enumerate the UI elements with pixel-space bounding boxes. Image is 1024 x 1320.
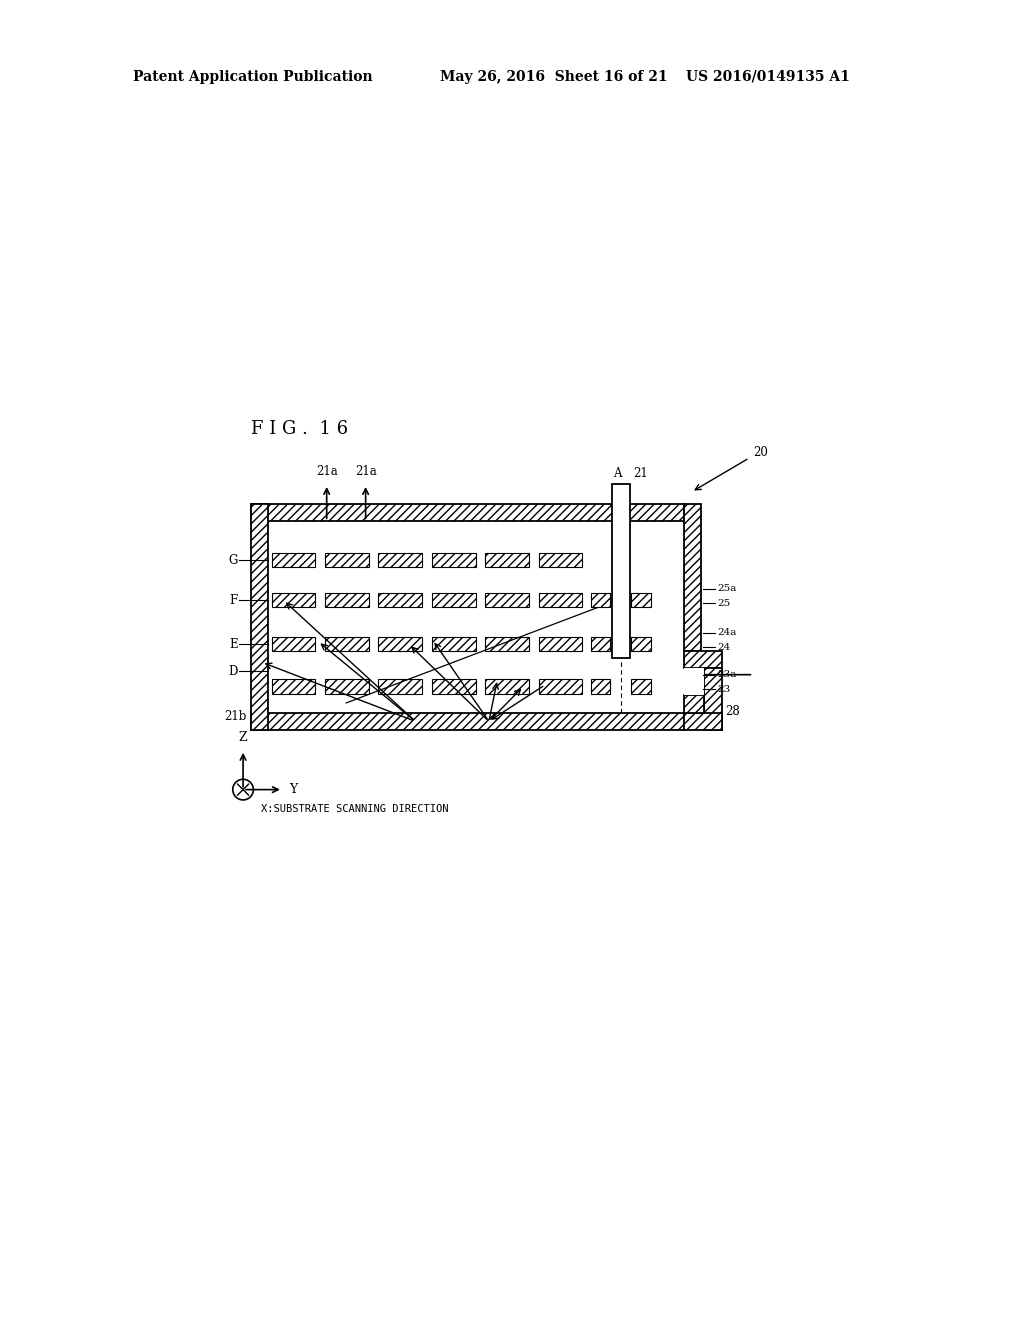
Text: May 26, 2016  Sheet 16 of 21: May 26, 2016 Sheet 16 of 21 bbox=[440, 70, 668, 83]
Bar bbox=[271, 593, 315, 607]
Text: 24: 24 bbox=[718, 643, 731, 652]
Bar bbox=[379, 638, 422, 652]
Text: 25: 25 bbox=[718, 599, 731, 607]
Bar bbox=[268, 521, 684, 713]
Bar bbox=[379, 553, 422, 568]
Bar bbox=[684, 668, 705, 696]
Text: 21: 21 bbox=[634, 467, 648, 480]
Bar bbox=[485, 638, 529, 652]
Bar bbox=[539, 638, 583, 652]
Bar bbox=[684, 651, 722, 668]
Bar bbox=[539, 553, 583, 568]
Text: 21a: 21a bbox=[354, 465, 377, 478]
Bar bbox=[432, 553, 475, 568]
Bar bbox=[325, 553, 369, 568]
Bar bbox=[684, 504, 701, 651]
Bar bbox=[591, 638, 610, 652]
Bar bbox=[251, 504, 268, 730]
Bar bbox=[325, 638, 369, 652]
Bar bbox=[379, 680, 422, 693]
Bar bbox=[379, 593, 422, 607]
Bar bbox=[485, 553, 529, 568]
Text: 24a: 24a bbox=[718, 628, 737, 638]
Bar bbox=[325, 593, 369, 607]
Text: Z: Z bbox=[239, 730, 248, 743]
Text: X:SUBSTRATE SCANNING DIRECTION: X:SUBSTRATE SCANNING DIRECTION bbox=[261, 804, 449, 814]
Bar bbox=[705, 668, 722, 730]
Bar bbox=[432, 680, 475, 693]
Text: G: G bbox=[228, 553, 238, 566]
Text: 21a: 21a bbox=[315, 465, 338, 478]
Text: Patent Application Publication: Patent Application Publication bbox=[133, 70, 373, 83]
Bar bbox=[612, 484, 630, 657]
Bar bbox=[251, 504, 684, 521]
Text: Y: Y bbox=[289, 783, 297, 796]
Text: D: D bbox=[228, 665, 238, 677]
Bar bbox=[432, 593, 475, 607]
Bar bbox=[631, 638, 651, 652]
Bar bbox=[591, 680, 610, 693]
Bar bbox=[684, 696, 705, 713]
Bar bbox=[539, 593, 583, 607]
Bar bbox=[631, 593, 651, 607]
Bar bbox=[631, 680, 651, 693]
Text: US 2016/0149135 A1: US 2016/0149135 A1 bbox=[686, 70, 850, 83]
Bar bbox=[271, 638, 315, 652]
Bar bbox=[684, 713, 722, 730]
Bar bbox=[325, 680, 369, 693]
Text: 28: 28 bbox=[726, 705, 740, 718]
Bar bbox=[485, 680, 529, 693]
Bar bbox=[251, 713, 684, 730]
Text: 21b: 21b bbox=[224, 710, 247, 723]
Text: A: A bbox=[612, 467, 622, 480]
Text: F I G .  1 6: F I G . 1 6 bbox=[251, 420, 348, 437]
Text: 25a: 25a bbox=[718, 585, 737, 594]
Bar bbox=[591, 593, 610, 607]
Bar bbox=[271, 680, 315, 693]
Text: F: F bbox=[229, 594, 238, 607]
Text: 20: 20 bbox=[754, 446, 768, 459]
Text: 23: 23 bbox=[718, 685, 731, 694]
Text: E: E bbox=[229, 638, 238, 651]
Bar bbox=[485, 593, 529, 607]
Bar bbox=[271, 553, 315, 568]
Bar bbox=[432, 638, 475, 652]
Bar bbox=[539, 680, 583, 693]
Text: 23a: 23a bbox=[718, 671, 737, 680]
